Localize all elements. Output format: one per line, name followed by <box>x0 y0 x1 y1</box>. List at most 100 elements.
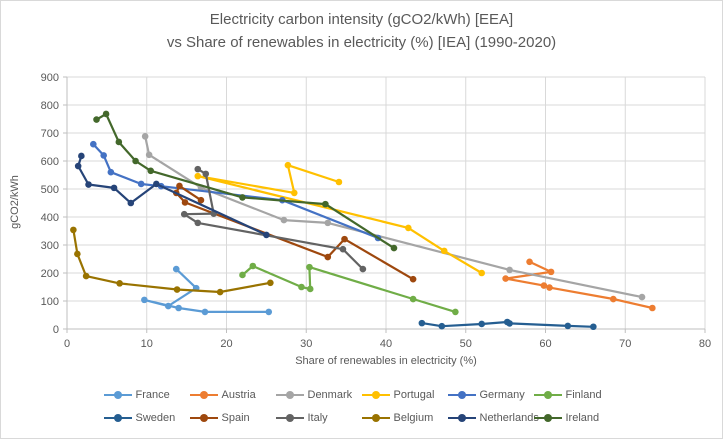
data-point-austria <box>546 284 553 291</box>
legend-marker-austria <box>189 391 218 399</box>
data-point-denmark <box>145 151 153 159</box>
series-portugal <box>194 161 486 277</box>
legend-item-belgium[interactable]: Belgium <box>361 409 448 427</box>
series-line-ireland <box>95 112 396 250</box>
data-point-germany <box>137 180 145 188</box>
data-point-netherlands <box>74 162 82 170</box>
legend-item-finland[interactable]: Finland <box>533 386 620 404</box>
series-denmark <box>141 133 646 301</box>
x-tick-label-20: 20 <box>220 338 232 350</box>
y-tick-label-100: 100 <box>41 296 59 308</box>
data-point-spain <box>341 235 348 243</box>
data-point-france <box>141 296 148 304</box>
data-point-portugal <box>284 161 292 169</box>
legend-item-portugal[interactable]: Portugal <box>361 386 448 404</box>
x-axis-title: Share of renewables in electricity (%) <box>295 355 477 367</box>
legend-item-spain[interactable]: Spain <box>189 409 276 427</box>
legend-dot-austria <box>199 391 208 399</box>
legend-marker-italy <box>275 414 304 422</box>
x-tick-label-10: 10 <box>141 338 153 350</box>
legend-label-sweden: Sweden <box>135 412 176 424</box>
x-tick-label-0: 0 <box>64 338 70 350</box>
data-point-belgium <box>74 250 81 258</box>
data-point-sweden <box>590 323 597 331</box>
y-tick-label-800: 800 <box>41 100 59 112</box>
data-point-finland <box>306 285 314 293</box>
axes <box>63 76 706 333</box>
data-point-portugal <box>405 224 412 232</box>
x-tick-label-30: 30 <box>300 338 312 350</box>
y-tick-label-900: 900 <box>41 72 59 84</box>
data-point-austria <box>540 282 548 289</box>
legend-marker-sweden <box>103 414 132 422</box>
legend-item-sweden[interactable]: Sweden <box>103 409 190 427</box>
data-point-belgium <box>116 280 123 287</box>
x-tick-label-70: 70 <box>619 338 631 350</box>
legend-label-austria: Austria <box>221 389 256 401</box>
legend-item-austria[interactable]: Austria <box>189 386 276 404</box>
legend-label-netherlands: Netherlands <box>479 412 539 424</box>
legend-dot-belgium <box>371 414 380 422</box>
x-tick-label-80: 80 <box>699 338 711 350</box>
chart-title-line1: Electricity carbon intensity (gCO2/kWh) … <box>209 11 514 28</box>
legend-item-germany[interactable]: Germany <box>447 386 534 404</box>
y-tick-label-300: 300 <box>41 240 59 252</box>
data-point-finland <box>306 263 313 271</box>
legend-dot-finland <box>543 391 552 399</box>
data-point-sweden <box>438 322 446 330</box>
data-point-ireland <box>102 110 110 118</box>
data-point-ireland <box>322 200 329 208</box>
legend-item-italy[interactable]: Italy <box>275 409 362 427</box>
data-point-germany <box>90 140 97 148</box>
y-tick-label-700: 700 <box>41 128 59 140</box>
data-point-france <box>265 308 273 316</box>
data-point-italy <box>339 245 347 253</box>
data-point-ireland <box>239 194 246 201</box>
data-point-germany <box>107 168 115 176</box>
data-point-spain <box>324 253 332 261</box>
data-point-france <box>172 265 180 273</box>
y-axis-title: gCO2/kWh <box>9 175 21 229</box>
data-point-france <box>164 302 172 310</box>
data-point-italy <box>194 219 202 227</box>
series-ireland <box>93 110 398 252</box>
y-tick-label-500: 500 <box>41 184 59 196</box>
legend-marker-france <box>103 391 132 399</box>
data-point-ireland <box>147 167 155 175</box>
data-point-ireland <box>390 244 398 252</box>
legend-label-italy: Italy <box>307 412 328 424</box>
gridlines <box>67 76 706 329</box>
data-point-austria <box>547 268 555 276</box>
legend-dot-netherlands <box>457 414 466 422</box>
data-point-belgium <box>70 226 77 234</box>
data-point-portugal <box>194 172 202 180</box>
data-point-finland <box>298 283 305 291</box>
data-point-austria <box>526 258 533 266</box>
data-point-italy <box>359 265 367 273</box>
data-point-spain <box>176 182 183 190</box>
data-point-austria <box>609 295 617 303</box>
data-point-austria <box>649 304 656 312</box>
series-belgium <box>70 226 274 296</box>
legend-dot-portugal <box>371 391 380 399</box>
data-point-sweden <box>418 319 426 327</box>
x-tick-label-40: 40 <box>380 338 392 350</box>
data-point-portugal <box>335 178 343 186</box>
legend-marker-portugal <box>361 391 390 399</box>
data-point-netherlands <box>110 184 118 192</box>
legend-marker-netherlands <box>447 414 476 422</box>
legend-dot-spain <box>199 414 208 422</box>
data-point-spain <box>409 275 417 283</box>
data-point-belgium <box>82 272 90 280</box>
legend-item-netherlands[interactable]: Netherlands <box>447 409 539 427</box>
legend-item-france[interactable]: France <box>103 386 190 404</box>
data-point-italy <box>202 170 210 178</box>
data-point-netherlands <box>263 231 270 239</box>
legend-item-denmark[interactable]: Denmark <box>275 386 362 404</box>
data-point-portugal <box>478 269 486 277</box>
data-point-portugal <box>290 189 298 197</box>
series-line-belgium <box>72 228 272 294</box>
legend-item-ireland[interactable]: Ireland <box>533 409 620 427</box>
y-axis-ticks: 0 100 200 300 400 500 600 700 800 900 <box>41 72 59 336</box>
